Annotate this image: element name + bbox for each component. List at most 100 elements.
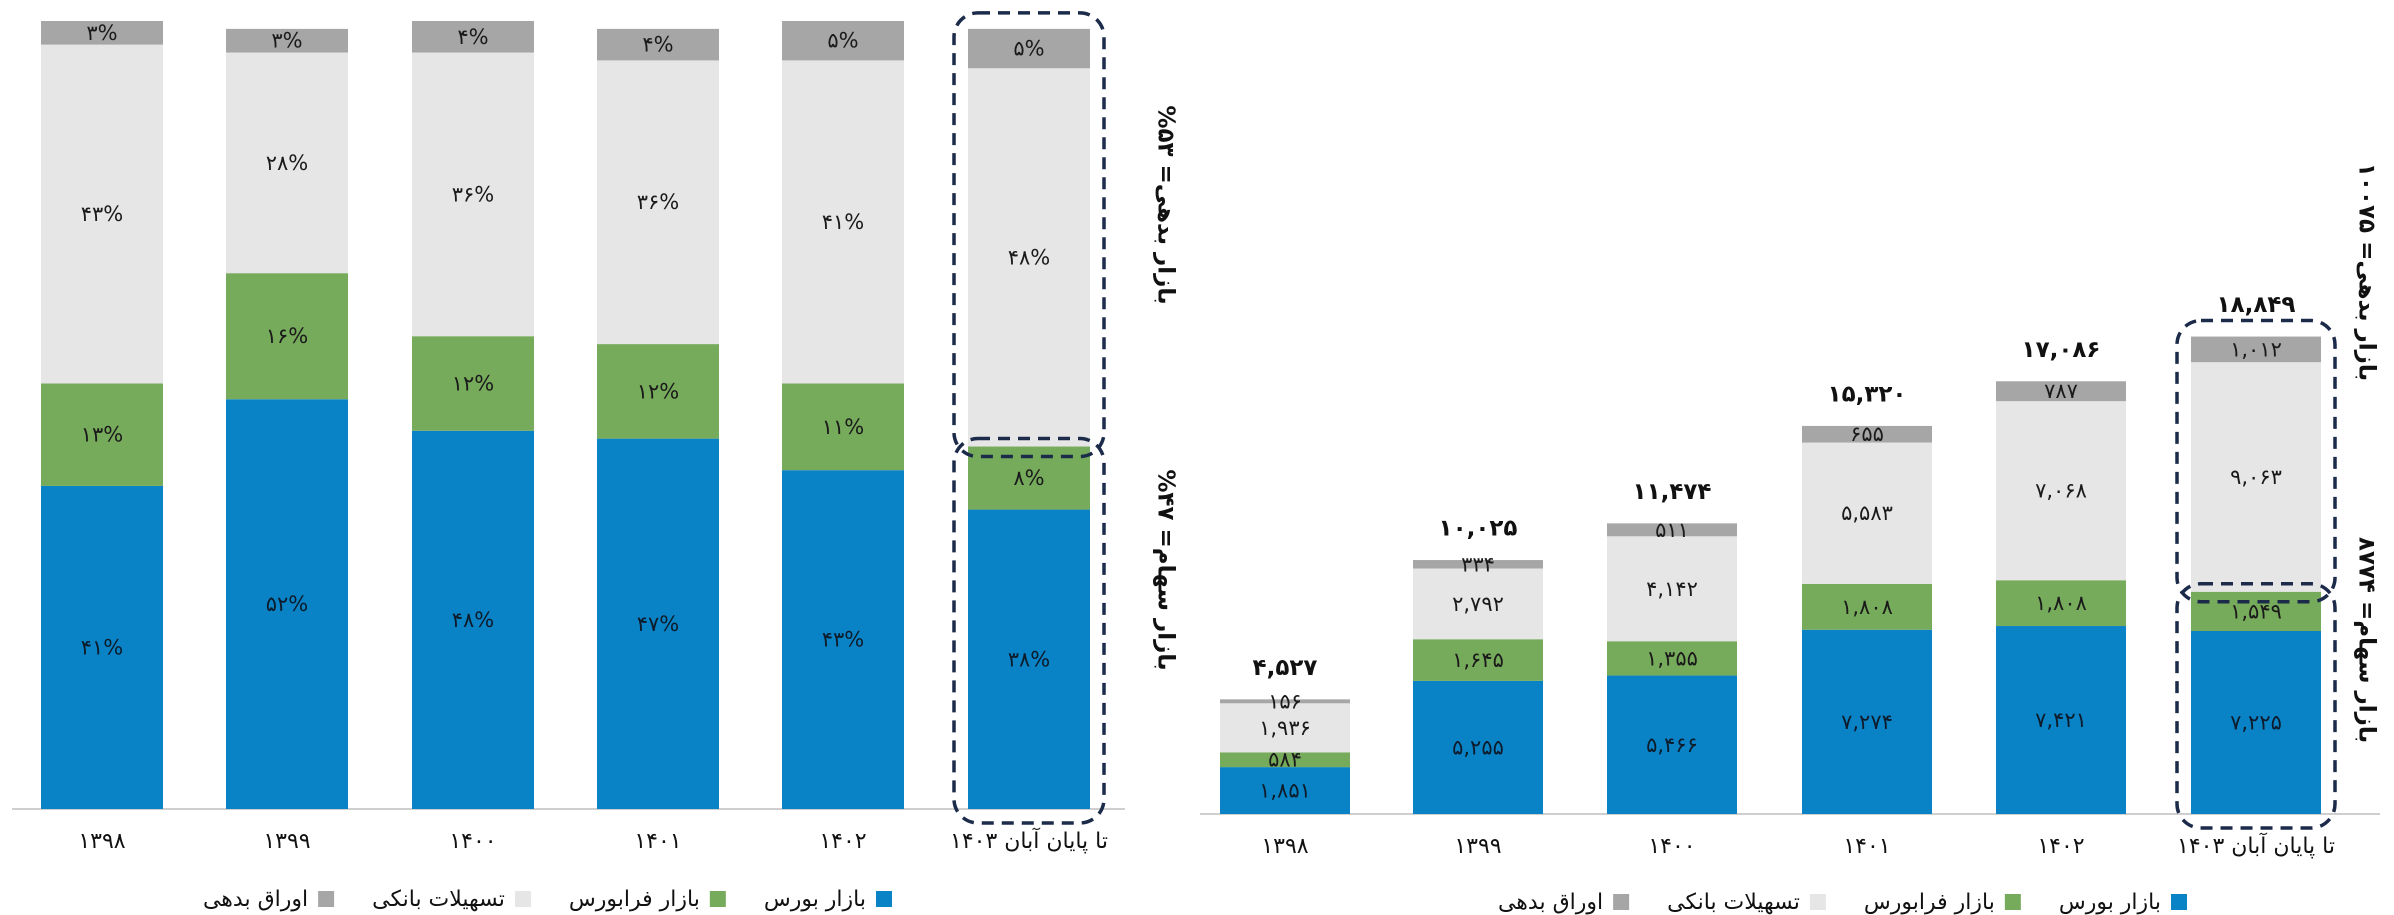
bar-segment [782,21,904,61]
legend-swatch [1613,894,1630,910]
data-label: ۷,۰۶۸ [2035,479,2087,503]
data-label: ۱۲% [452,371,495,395]
debt-market-bracket [2175,318,2337,604]
bar-segment [1220,699,1350,704]
bar-segment [1413,560,1543,569]
data-label: ۴,۱۴۲ [1646,577,1698,601]
total-label: ۱۷,۰۸۶ [2022,337,2101,363]
equity-market-annotation: بازار سهام= ۸۷۷۴ [2354,537,2380,743]
data-label: ۱,۳۵۵ [1646,646,1698,670]
data-label: ۱,۸۵۱ [1259,779,1311,803]
x-tick-label: تا پایان آبان ۱۴۰۳ [950,827,1108,854]
x-tick-label: تا پایان آبان ۱۴۰۳ [2177,832,2335,859]
data-label: ۴۳% [822,628,865,652]
equity-market-bracket [2175,582,2337,830]
bar-segment [412,52,534,337]
bar-segment [782,383,904,471]
bar-segment [782,60,904,384]
data-label: ۴۸% [1008,245,1051,269]
legend-entry: تسهیلات بانکی [1667,890,1800,915]
data-label: ۴۳% [81,202,124,226]
legend-entry: بازار فرابورس [1864,890,1995,915]
data-label: ۱,۶۴۵ [1452,648,1504,672]
data-label: ۱۱% [822,415,865,439]
bar-segment [226,273,348,400]
bar-segment [1607,641,1737,676]
bar-segment [226,399,348,809]
data-label: ۱۵۶ [1268,689,1302,713]
data-label: ۳۶% [637,190,680,214]
bar-segment [1996,626,2126,814]
legend-entry: بازار بورس [2059,890,2161,915]
data-label: ۱,۸۰۸ [2035,591,2087,615]
x-tick-label: ۱۴۰۲ [2037,834,2084,859]
total-label: ۴,۵۲۷ [1253,655,1318,681]
data-label: ۷,۲۲۵ [2230,710,2282,734]
data-label: ۲۸% [266,151,309,175]
x-tick-label: ۱۳۹۹ [263,829,310,854]
bar-segment [226,28,348,53]
bar-segment [226,52,348,274]
bar-segment [968,28,1090,69]
data-label: ۱۶% [266,324,309,348]
x-tick-label: ۱۴۰۱ [634,829,681,854]
data-label: ۹,۰۶۳ [2230,465,2282,489]
data-label: ۴۸% [452,608,495,632]
data-label: ۳% [271,29,302,53]
data-label: ۶۵۵ [1850,422,1884,446]
data-label: ۵۱۱ [1655,518,1689,542]
data-label: ۳۳۴ [1461,552,1495,576]
data-label: ۱,۰۱۲ [2230,337,2282,361]
data-label: ۵۲% [266,592,309,616]
bar-segment [412,21,534,53]
data-label: ۸% [1013,466,1044,490]
data-label: ۴۷% [637,612,680,636]
bar-segment [968,68,1090,447]
legend-swatch [514,891,531,907]
bar-segment [968,509,1090,809]
total-label: ۱۸,۸۴۹ [2217,292,2296,318]
data-label: ۷,۴۲۱ [2035,708,2087,732]
data-label: ۳۸% [1008,647,1051,671]
data-label: ۱,۸۰۸ [1841,595,1893,619]
debt-market-bracket [952,11,1106,459]
bar-segment [597,344,719,439]
legend: بازار بورس بازار فرابورس تسهیلات بانکی اورا… [1498,890,2187,915]
bar-segment [1996,381,2126,402]
x-tick-label: ۱۴۰۲ [819,829,866,854]
x-tick-label: ۱۳۹۹ [1454,834,1501,859]
data-label: ۴% [642,33,673,57]
data-label: ۴۱% [81,635,124,659]
bar-segment [1413,568,1543,640]
data-label: ۳% [86,21,117,45]
data-label: ۳۶% [452,182,495,206]
bar-segment [41,383,163,486]
legend-swatch [2171,894,2187,910]
bar-segment [1413,639,1543,681]
debt-market-annotation: بازار بدهی= ۵۳% [1153,105,1179,304]
absolute-value-chart: ۱,۸۵۱۵۸۴۱,۹۳۶۱۵۶۴,۵۲۷۱۳۹۸۵,۲۵۵۱,۶۴۵۲,۷۹۲… [1200,163,2380,915]
bar-segment [2191,336,2321,363]
data-label: ۵% [827,29,858,53]
data-label: ۵,۲۵۵ [1452,735,1504,759]
bar-segment [597,438,719,809]
x-tick-label: ۱۴۰۰ [449,829,496,854]
bar-segment [1802,629,1932,814]
bar-segment [1607,523,1737,537]
bar-segment [1220,752,1350,768]
data-label: ۵,۵۸۳ [1841,501,1893,525]
total-label: ۱۵,۳۲۰ [1828,381,1907,407]
bar-segment [412,430,534,809]
bar-segment [1802,583,1932,630]
bar-segment [2191,630,2321,814]
bar-segment [1802,442,1932,584]
bar-segment [597,28,719,61]
total-label: ۱۱,۴۷۴ [1633,479,1712,505]
data-label: ۷,۲۷۴ [1841,710,1893,734]
equity-market-bracket [952,436,1106,825]
legend-entry: اوراق بدهی [1498,890,1603,915]
bar-segment [41,485,163,809]
bar-segment [1607,675,1737,814]
data-label: ۵% [1013,37,1044,61]
